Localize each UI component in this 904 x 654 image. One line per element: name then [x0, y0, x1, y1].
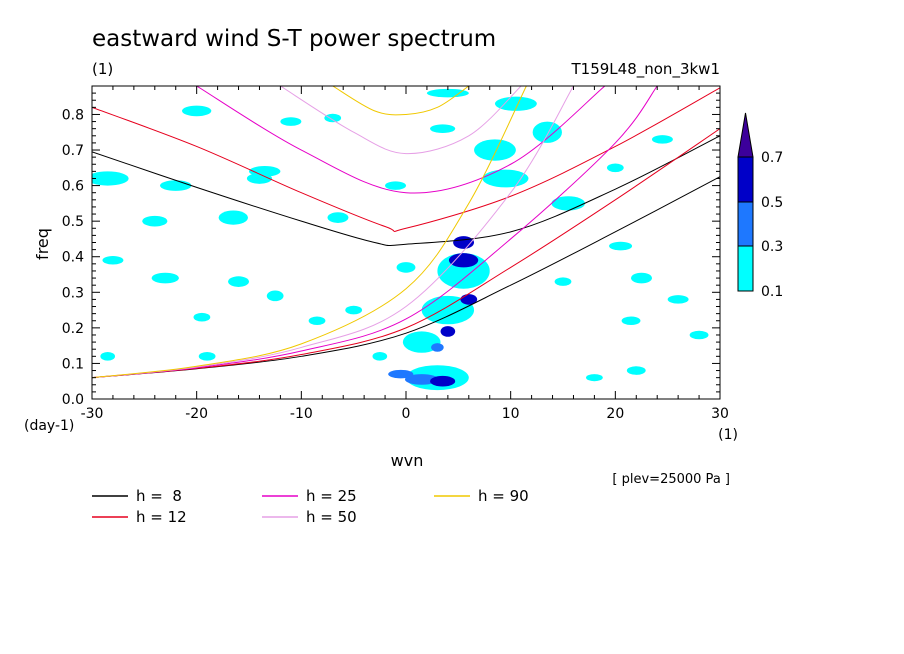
y-tick-label: 0.1: [62, 356, 84, 372]
contour-patch: [280, 117, 302, 126]
contour-patch: [198, 352, 216, 361]
y-tick-label: 0.5: [62, 214, 84, 230]
contour-patch: [324, 113, 342, 123]
legend: h = 8 h = 12 h = 25 h = 50 h = 90: [92, 487, 529, 526]
x-tick-label: 0: [402, 406, 411, 422]
kelvin-curve: [92, 86, 574, 379]
contour-patch: [372, 352, 388, 361]
kelvin-curve: [92, 128, 720, 379]
kelvin-curve: [92, 86, 658, 379]
y-tick-label: 0.6: [62, 179, 84, 195]
contour-patches: [92, 88, 709, 391]
contour-patch: [308, 316, 326, 326]
contour-patch: [586, 374, 603, 382]
colorbar-label: 0.7: [761, 150, 783, 166]
colorbar-label: 0.3: [761, 239, 783, 255]
contour-patch: [626, 366, 646, 375]
legend-label: h = 90: [478, 487, 529, 505]
contour-patch: [532, 121, 562, 143]
contour-patch: [102, 256, 124, 265]
x-axis-label: wvn: [391, 451, 424, 470]
axis-ticks: -30 -20 -10 0 10 20 30 0.0 0.1 0.2 0.3 0.4 0.5 0.6 0.7…: [62, 85, 729, 422]
x-tick-label: 10: [502, 406, 520, 422]
legend-label: h = 12: [136, 508, 187, 526]
colorbar-extension-triangle: [737, 112, 754, 158]
contour-patch: [142, 215, 168, 227]
contour-patch: [327, 212, 349, 223]
y-tick-label: 0.8: [62, 107, 84, 123]
inertia-gravity-curve: [332, 86, 470, 116]
contour-patch: [404, 374, 439, 385]
colorbar-segment: [737, 156, 754, 203]
contour-patch: [100, 352, 116, 361]
colorbar-segment: [737, 245, 754, 292]
inertia-gravity-curve: [92, 135, 720, 247]
colorbar: 0.1 0.3 0.5 0.7: [737, 112, 783, 300]
x-axis-unit: (1): [718, 427, 738, 443]
contour-patch: [421, 295, 475, 325]
contour-patch: [689, 330, 709, 340]
colorbar-segment: [737, 201, 754, 247]
x-tick-label: 20: [606, 406, 624, 422]
contour-patch: [345, 305, 363, 315]
contour-patch: [609, 241, 633, 251]
contour-patch: [482, 169, 529, 188]
contour-patch: [228, 276, 250, 287]
contour-patch: [92, 171, 129, 186]
contour-patch: [431, 343, 444, 352]
y-axis-unit: (day-1): [24, 418, 74, 434]
kelvin-curve: [92, 86, 527, 379]
y-tick-label: 0.4: [62, 250, 84, 266]
contour-patch: [440, 326, 456, 337]
legend-label: h = 50: [306, 508, 357, 526]
contour-patch: [249, 166, 281, 177]
y-tick-label: 0.7: [62, 143, 84, 159]
chart-subtitle-left: (1): [92, 60, 113, 78]
contour-patch: [151, 272, 179, 284]
contour-patch: [396, 262, 416, 273]
y-tick-label: 0.3: [62, 285, 84, 301]
contour-patch: [218, 210, 248, 225]
contour-patch: [554, 277, 572, 286]
legend-label: h = 25: [306, 487, 357, 505]
colorbar-label: 0.5: [761, 195, 783, 211]
contour-patch: [474, 139, 516, 161]
contour-patch: [266, 290, 284, 302]
contour-patch: [448, 253, 479, 268]
contour-patch: [193, 312, 211, 322]
contour-patch: [621, 316, 641, 326]
contour-patch: [388, 369, 414, 379]
y-tick-label: 0.0: [62, 392, 84, 408]
contour-patch: [430, 124, 456, 133]
inertia-gravity-curve: [92, 87, 720, 232]
colorbar-label: 0.1: [761, 284, 783, 300]
contour-patch: [385, 181, 406, 190]
contour-patch: [430, 375, 456, 387]
contour-patch: [606, 163, 624, 173]
inertia-gravity-curve: [280, 86, 522, 155]
contour-patch: [494, 96, 537, 111]
legend-label: h = 8: [136, 487, 182, 505]
contour-patch: [426, 88, 469, 98]
contour-patch: [160, 180, 192, 191]
contour-patch: [667, 295, 689, 304]
x-tick-label: -20: [185, 406, 208, 422]
chart-subtitle-right: T159L48_non_3kw1: [571, 60, 720, 79]
contour-patch: [631, 272, 652, 284]
chart-title: eastward wind S-T power spectrum: [92, 26, 496, 52]
y-axis-label: freq: [33, 228, 52, 260]
contour-patch: [182, 105, 212, 117]
contour-patch: [651, 135, 673, 144]
plev-footnote: [ plev=25000 Pa ]: [612, 472, 730, 487]
dispersion-curves: [92, 86, 720, 379]
x-tick-label: 30: [711, 406, 729, 422]
y-tick-label: 0.2: [62, 321, 84, 337]
inertia-gravity-curve: [196, 86, 606, 194]
x-tick-label: -30: [81, 406, 104, 422]
x-tick-label: -10: [290, 406, 313, 422]
